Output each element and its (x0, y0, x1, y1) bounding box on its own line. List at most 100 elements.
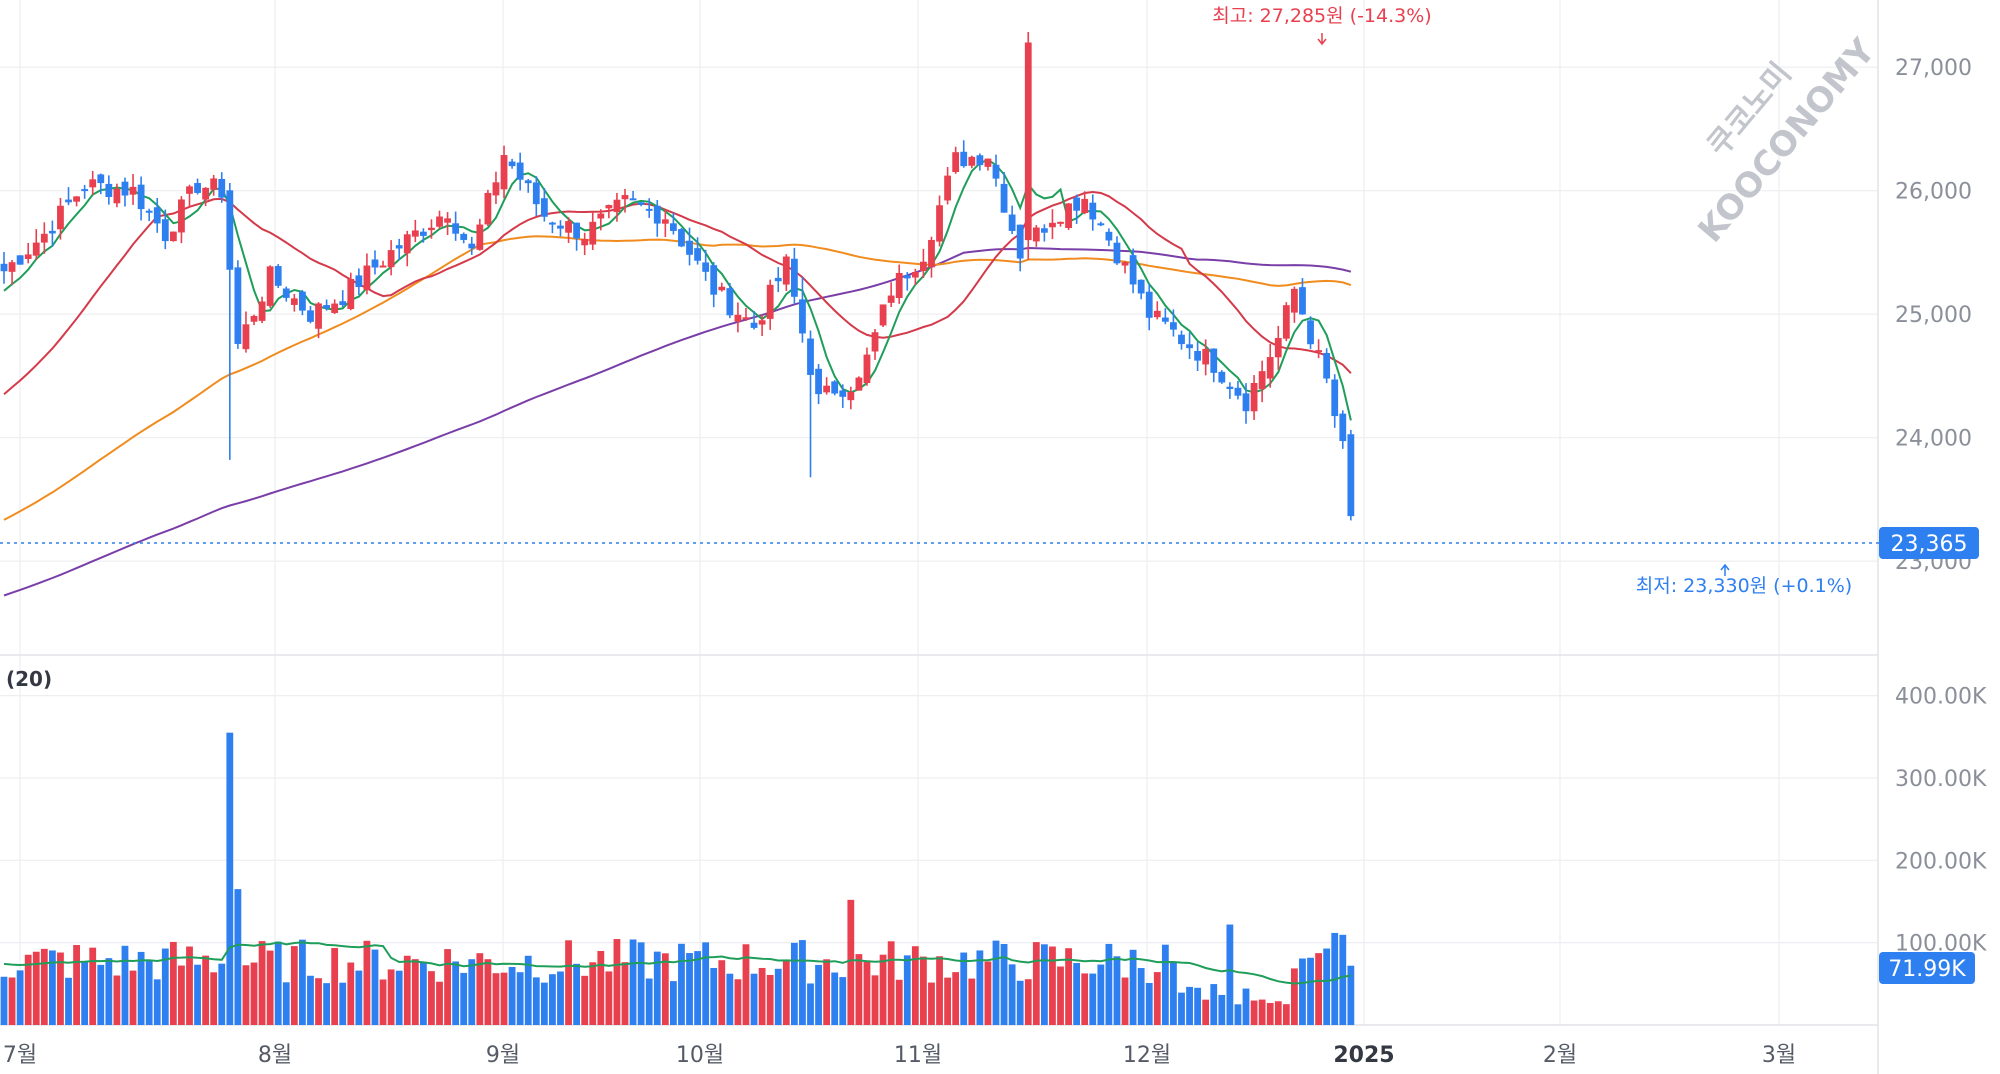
candle-body (879, 304, 887, 326)
volume-bar (815, 964, 822, 1025)
candle-body (1307, 320, 1314, 345)
volume-bar (597, 950, 605, 1025)
candle-body (1153, 310, 1161, 318)
candle (1339, 410, 1347, 449)
volume-bar (1024, 979, 1032, 1025)
candle-body (516, 162, 524, 180)
volume-bar (1307, 957, 1314, 1025)
candle (1186, 332, 1193, 360)
candle (928, 236, 935, 278)
volume-bar (1315, 953, 1322, 1025)
candle (145, 208, 153, 222)
candle (936, 195, 943, 247)
volume-bar (387, 969, 395, 1025)
candle-body (299, 291, 306, 311)
candle (1210, 348, 1218, 383)
volume-bar (1291, 968, 1298, 1025)
candle (734, 302, 742, 333)
candle-body (1218, 371, 1226, 383)
volume-bar (758, 967, 766, 1025)
volume-bar (258, 941, 266, 1025)
volume-bar (452, 961, 460, 1025)
volume-bar (1049, 946, 1056, 1025)
candle-body (444, 218, 451, 223)
volume-bar (16, 970, 24, 1025)
candle-body (387, 250, 395, 268)
volume-bar (774, 968, 782, 1025)
volume-bar (557, 971, 564, 1025)
volume-bar (1210, 984, 1218, 1025)
candle (1266, 343, 1274, 388)
volume-bar (331, 947, 339, 1025)
candle-body (1202, 348, 1210, 365)
candle-body (1049, 222, 1056, 228)
candle-body (169, 231, 177, 242)
candle (436, 210, 443, 229)
candle (161, 209, 169, 250)
volume-bar (1113, 956, 1121, 1025)
volume-bar (1266, 1002, 1274, 1025)
volume-bar (984, 961, 992, 1025)
x-tick-label: 8월 (258, 1043, 292, 1068)
volume-bar (355, 970, 363, 1025)
candle-body (161, 219, 169, 242)
candle-body (669, 223, 677, 231)
candle-body (274, 266, 282, 286)
candle (1178, 330, 1185, 350)
price-tick-label: 24,000 (1895, 427, 1972, 452)
volume-bar (444, 949, 451, 1025)
candle-body (137, 184, 145, 210)
volume-bar (686, 953, 693, 1025)
candle-body (1000, 183, 1008, 213)
volume-bar (218, 963, 226, 1025)
candle (339, 290, 347, 308)
volume-bar (202, 955, 210, 1025)
volume-bar (145, 959, 153, 1025)
x-tick-label: 2025 (1333, 1043, 1394, 1068)
candle (508, 158, 516, 169)
candle-body (1315, 350, 1322, 353)
candle (1250, 375, 1258, 420)
volume-bar (863, 960, 871, 1025)
volume-bar (371, 949, 379, 1025)
candle (411, 219, 419, 243)
candle (944, 166, 952, 205)
candle-body (831, 381, 839, 394)
volume-bar (178, 965, 185, 1025)
volume-bar (726, 973, 734, 1025)
candle (532, 176, 540, 217)
candle (347, 272, 355, 311)
candle (855, 376, 863, 391)
candle-body (1170, 322, 1177, 330)
volume-bars (0, 732, 1355, 1025)
candle (73, 196, 80, 207)
candle-body (718, 286, 726, 291)
volume-bar (97, 964, 105, 1025)
candle-body (581, 238, 589, 246)
candle-body (613, 199, 621, 213)
candle (476, 218, 484, 251)
candle (1145, 284, 1153, 331)
candle-body (702, 262, 710, 272)
candle-body (194, 183, 201, 193)
candle (1081, 191, 1089, 215)
candle (484, 189, 492, 227)
high-annotation: 최고: 27,285원 (-14.3%) (1212, 5, 1431, 27)
candle-body (508, 161, 516, 167)
candle-body (1113, 242, 1121, 264)
volume-bar (1097, 964, 1105, 1025)
candle-body (500, 155, 508, 190)
candle-body (355, 275, 363, 288)
price-tick-label: 26,000 (1895, 180, 1972, 205)
candle-body (234, 267, 242, 344)
candle-body (1323, 352, 1331, 379)
volume-bar (242, 965, 250, 1025)
current-price-label: 23,365 (1891, 532, 1968, 557)
volume-bar (928, 982, 935, 1025)
volume-bar (339, 982, 347, 1025)
candle-body (1274, 338, 1282, 358)
volume-bar (1016, 980, 1024, 1025)
candle (258, 296, 266, 324)
candle (637, 202, 645, 207)
